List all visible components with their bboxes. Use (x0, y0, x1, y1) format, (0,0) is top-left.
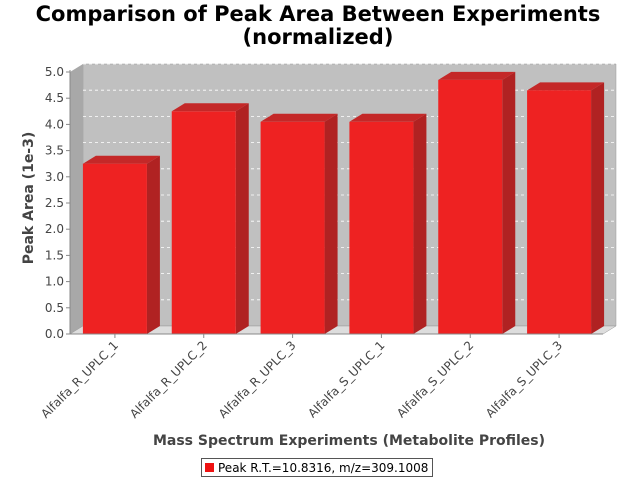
x-tick-label: Alfalfa_R_UPLC_2 (127, 338, 210, 421)
bar-front (349, 121, 414, 334)
bar-side (235, 103, 249, 334)
legend-swatch (205, 463, 214, 472)
bar-side (146, 155, 160, 334)
x-tick-label: Alfalfa_R_UPLC_1 (38, 338, 121, 421)
bar (260, 113, 338, 334)
x-axis-label: Mass Spectrum Experiments (Metabolite Pr… (153, 433, 545, 449)
y-tick-label: 0.5 (45, 301, 64, 315)
bar-front (527, 90, 592, 334)
y-tick-label: 2.0 (45, 222, 64, 236)
x-tick-label: Alfalfa_S_UPLC_3 (483, 338, 565, 420)
bar-top (260, 113, 338, 122)
chart-subtitle: (normalized) (243, 25, 394, 49)
y-tick-label: 4.0 (45, 117, 64, 131)
legend-label: Peak R.T.=10.8316, m/z=309.1008 (218, 460, 429, 475)
plot-side-wall (70, 64, 83, 334)
bar-front (438, 79, 503, 334)
bar-side (324, 113, 338, 334)
y-tick-labels: 0.0 0.5 1.0 1.5 2.0 2.5 3.0 3.5 4.0 4.5 5.0 (45, 65, 64, 341)
bars (82, 71, 605, 335)
y-tick-label: 3.0 (45, 170, 64, 184)
bar-front (171, 111, 236, 334)
axes (66, 70, 603, 338)
bar (82, 155, 160, 334)
bar-front (260, 121, 325, 334)
y-tick-label: 3.5 (45, 144, 64, 158)
bar-side (591, 82, 605, 334)
bar-side (502, 71, 516, 335)
chart-title: Comparison of Peak Area Between Experime… (36, 2, 601, 26)
bar-side (413, 113, 427, 334)
bar (349, 113, 427, 334)
bar (527, 82, 605, 334)
bar (438, 71, 516, 335)
bar-front (82, 163, 147, 334)
x-tick-label: Alfalfa_S_UPLC_2 (394, 338, 476, 420)
x-tick-labels: Alfalfa_R_UPLC_1 Alfalfa_R_UPLC_2 Alfalfa_… (38, 338, 565, 421)
bar (171, 103, 249, 334)
y-tick-label: 0.0 (45, 327, 64, 341)
bar-top (527, 82, 605, 91)
y-tick-label: 2.5 (45, 196, 64, 210)
bar-top (171, 103, 249, 112)
y-tick-label: 4.5 (45, 91, 64, 105)
y-tick-label: 5.0 (45, 65, 64, 79)
y-tick-label: 1.0 (45, 275, 64, 289)
x-tick-label: Alfalfa_S_UPLC_1 (305, 338, 387, 420)
bar-top (438, 71, 516, 80)
y-axis-label: Peak Area (1e-3) (21, 132, 37, 265)
bar-top (349, 113, 427, 122)
legend: Peak R.T.=10.8316, m/z=309.1008 (201, 458, 434, 477)
y-tick-label: 1.5 (45, 248, 64, 262)
bar-top (82, 155, 160, 164)
x-tick-label: Alfalfa_R_UPLC_3 (216, 338, 299, 421)
